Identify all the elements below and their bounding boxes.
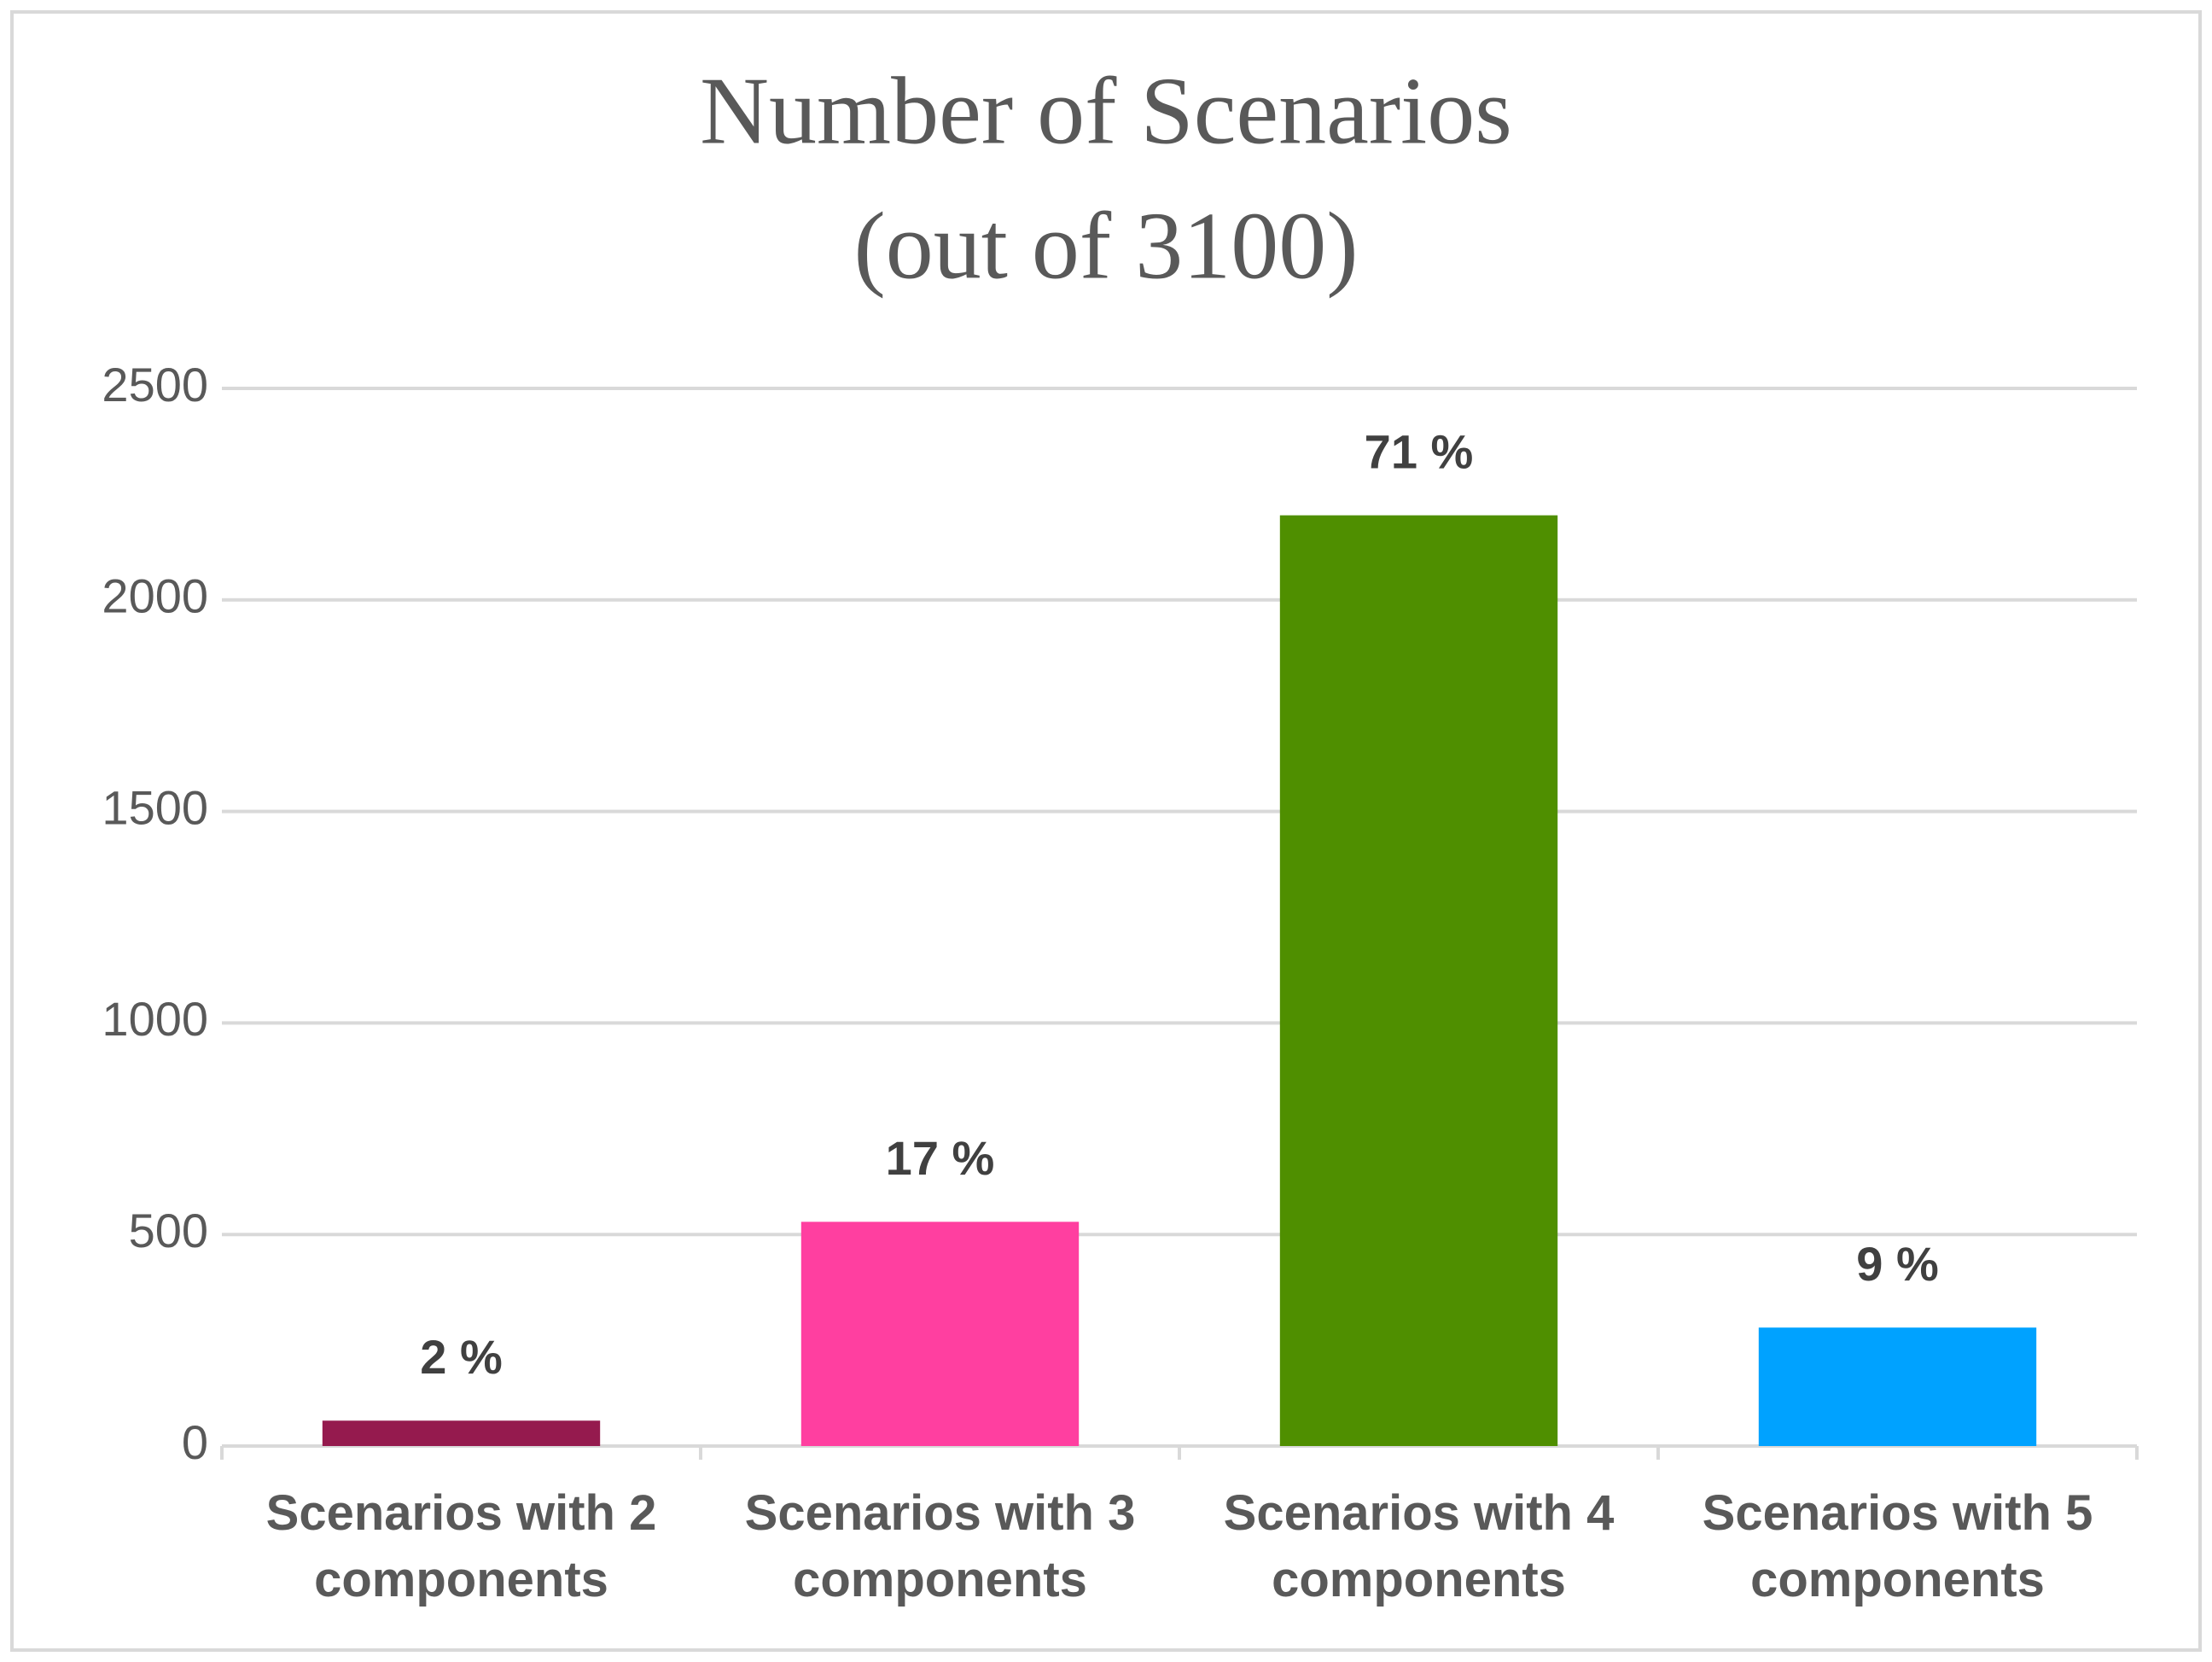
y-tick-label: 1000 (102, 992, 208, 1046)
x-tick-label: Scenarios with 2 components (266, 1485, 657, 1607)
data-label: 9 % (1856, 1237, 1939, 1291)
x-tick-label: Scenarios with 3 components (745, 1485, 1136, 1607)
y-tick-label: 2500 (102, 358, 208, 411)
y-tick-label: 1500 (102, 780, 208, 834)
chart-title: Number of Scenarios (700, 59, 1512, 165)
bar (1758, 1327, 2037, 1446)
y-tick-label: 2000 (102, 569, 208, 623)
bar (800, 1222, 1080, 1446)
data-label: 71 % (1365, 424, 1474, 478)
data-label: 17 % (886, 1131, 995, 1185)
data-label: 2 % (420, 1330, 503, 1384)
y-tick-label: 500 (129, 1204, 208, 1257)
bar (322, 1420, 601, 1446)
x-tick-label: Scenarios with 4 components (1224, 1485, 1615, 1607)
bar (1279, 515, 1558, 1447)
chart-title: (out of 3100) (853, 194, 1358, 300)
y-tick-label: 0 (182, 1415, 208, 1469)
x-tick-label: Scenarios with 5 components (1703, 1485, 2093, 1607)
